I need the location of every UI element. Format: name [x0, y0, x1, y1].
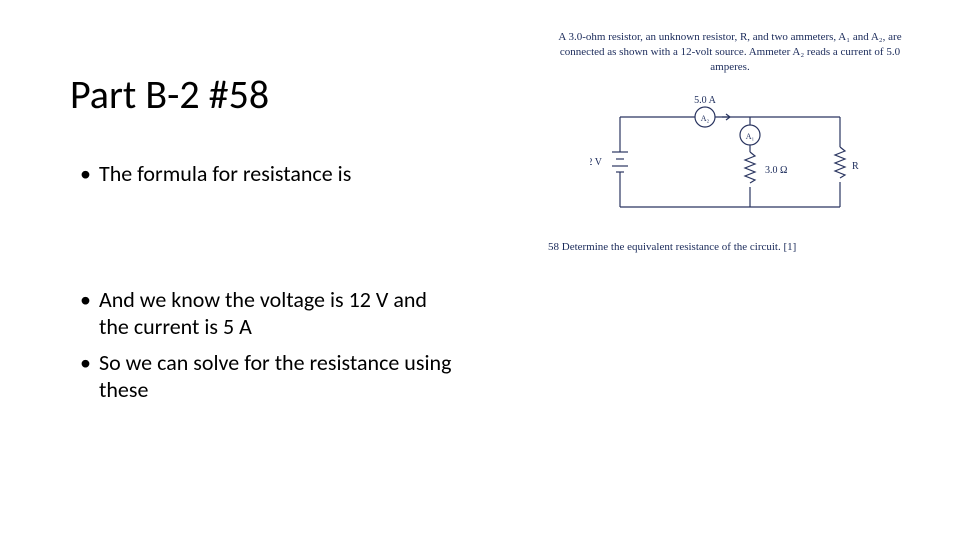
label-resistor2: R [852, 161, 859, 172]
bullet-dot-icon: • [80, 349, 91, 377]
circuit-diagram: 5.0 A A₂ A₁ 12 V 3.0 Ω R [590, 87, 870, 227]
problem-intro-text: A 3.0-ohm resistor, an unknown resistor,… [530, 30, 930, 75]
bullet-list: • The formula for resistance is • And we… [80, 160, 460, 412]
label-source: 12 V [590, 157, 603, 168]
bullet-item: • And we know the voltage is 12 V and th… [80, 286, 460, 341]
problem-panel: A 3.0-ohm resistor, an unknown resistor,… [530, 30, 930, 253]
spacer [80, 196, 460, 286]
bullet-dot-icon: • [80, 160, 91, 188]
bullet-dot-icon: • [80, 286, 91, 314]
slide: Part B-2 #58 • The formula for resistanc… [0, 0, 960, 540]
problem-question-text: 58 Determine the equivalent resistance o… [530, 241, 930, 253]
bullet-text: So we can solve for the resistance using… [99, 349, 460, 404]
label-ammeter2: A₂ [701, 114, 710, 123]
bullet-text: And we know the voltage is 12 V and the … [99, 286, 460, 341]
bullet-item: • So we can solve for the resistance usi… [80, 349, 460, 404]
slide-title: Part B-2 #58 [70, 70, 269, 119]
label-resistor1: 3.0 Ω [765, 165, 787, 176]
label-ammeter1: A₁ [746, 132, 755, 141]
bullet-text: The formula for resistance is [99, 160, 460, 188]
bullet-item: • The formula for resistance is [80, 160, 460, 188]
label-top-current: 5.0 A [694, 95, 716, 106]
